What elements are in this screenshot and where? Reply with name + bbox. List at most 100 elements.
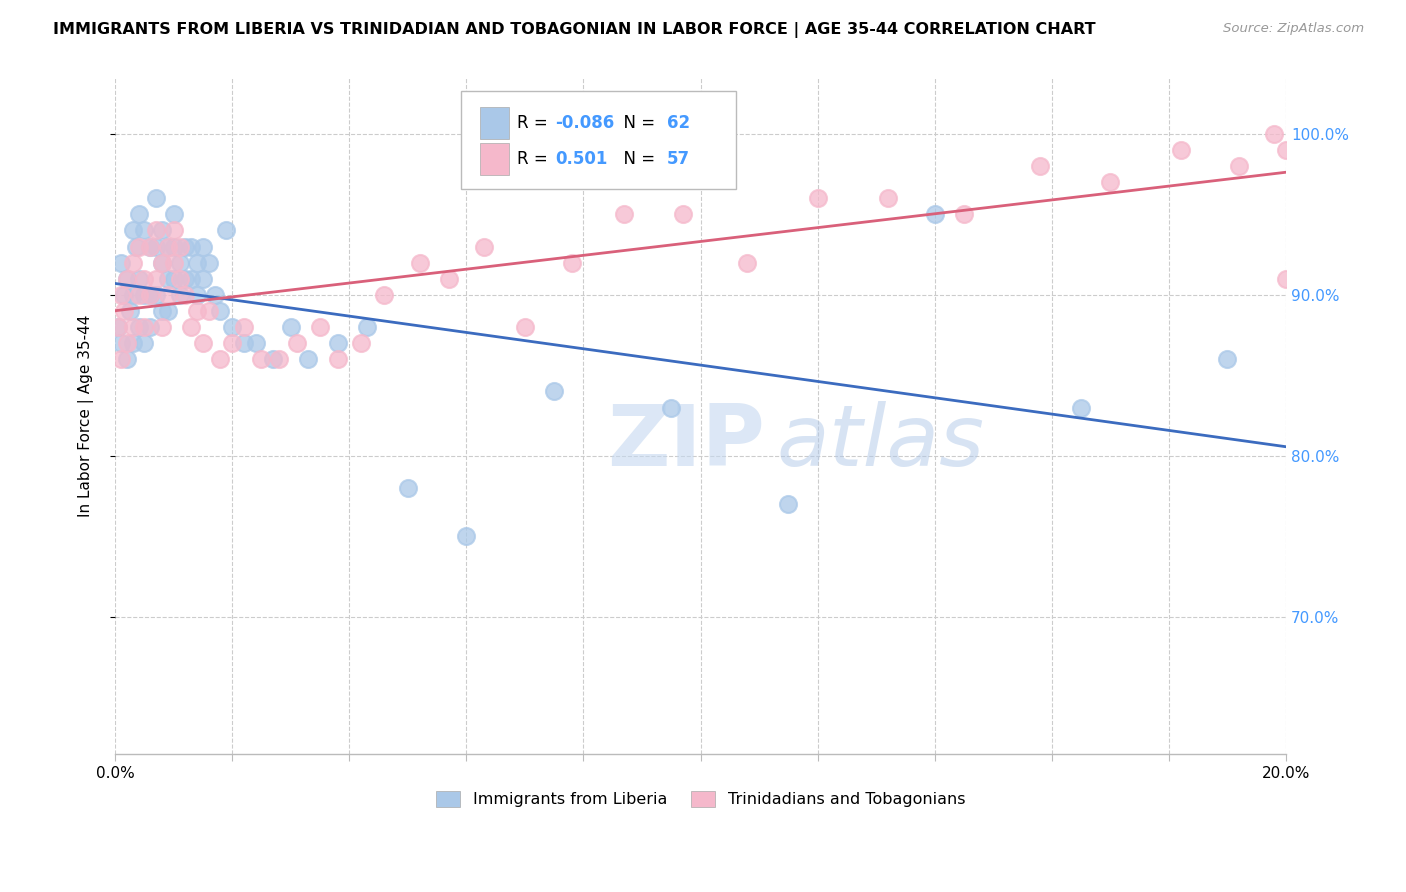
Point (115, 352, 138, 367)
Legend: Immigrants from Liberia, Trinidadians and Tobagonians: Immigrants from Liberia, Trinidadians an… (429, 784, 972, 814)
Point (1275, 272, 1298, 286)
Point (209, 352, 232, 367)
Point (232, 320, 254, 334)
Point (285, 336, 308, 351)
Point (118, 304, 141, 318)
Point (156, 239, 179, 253)
Point (659, 401, 682, 415)
Point (267, 352, 290, 367)
Point (150, 320, 173, 334)
FancyBboxPatch shape (481, 107, 509, 139)
Point (953, 207, 976, 221)
Point (150, 255, 173, 269)
Point (134, 336, 156, 351)
Text: 57: 57 (666, 150, 690, 168)
Point (209, 304, 232, 318)
Point (215, 223, 238, 237)
Point (1227, 159, 1250, 173)
Point (1170, 143, 1192, 157)
Point (110, 336, 132, 351)
Point (1029, 159, 1052, 173)
Text: R =: R = (517, 150, 558, 168)
Point (163, 239, 186, 253)
Point (737, 255, 759, 269)
Point (180, 272, 202, 286)
Point (672, 207, 695, 221)
Point (197, 304, 219, 318)
Text: 62: 62 (666, 114, 690, 132)
Point (613, 207, 636, 221)
Point (1263, 127, 1285, 141)
Point (472, 239, 495, 253)
Text: R =: R = (517, 114, 553, 132)
FancyBboxPatch shape (461, 91, 735, 189)
Point (128, 207, 150, 221)
FancyBboxPatch shape (481, 143, 509, 175)
Point (232, 336, 254, 351)
Point (128, 320, 150, 334)
Point (169, 288, 191, 302)
Point (124, 239, 146, 253)
Point (134, 223, 156, 237)
Point (139, 239, 162, 253)
Point (204, 288, 226, 302)
Point (186, 304, 208, 318)
Point (197, 255, 219, 269)
Point (191, 336, 214, 351)
Point (356, 320, 378, 334)
Point (139, 288, 162, 302)
Point (174, 239, 197, 253)
Point (1070, 401, 1092, 415)
Point (156, 304, 179, 318)
Point (280, 320, 302, 334)
Point (145, 272, 167, 286)
Point (121, 255, 143, 269)
Point (408, 255, 430, 269)
Point (262, 352, 284, 367)
Point (169, 255, 191, 269)
Point (543, 384, 565, 399)
Point (121, 336, 143, 351)
Point (139, 320, 162, 334)
Point (221, 320, 243, 334)
Point (163, 255, 186, 269)
Point (561, 255, 583, 269)
Point (174, 288, 197, 302)
Point (139, 239, 162, 253)
Point (107, 320, 129, 334)
Point (128, 239, 150, 253)
Point (156, 272, 179, 286)
Point (191, 272, 214, 286)
Point (115, 272, 138, 286)
Text: -0.086: -0.086 (555, 114, 614, 132)
Point (807, 191, 830, 205)
Text: IMMIGRANTS FROM LIBERIA VS TRINIDADIAN AND TOBAGONIAN IN LABOR FORCE | AGE 35-44: IMMIGRANTS FROM LIBERIA VS TRINIDADIAN A… (53, 22, 1097, 38)
Point (437, 272, 460, 286)
Point (297, 352, 319, 367)
Point (115, 272, 138, 286)
Point (456, 529, 478, 543)
Point (186, 288, 208, 302)
Point (121, 223, 143, 237)
Point (180, 320, 202, 334)
Point (145, 191, 167, 205)
Point (107, 320, 129, 334)
Point (191, 239, 214, 253)
Point (309, 320, 332, 334)
Point (186, 255, 208, 269)
Point (174, 272, 197, 286)
Text: Source: ZipAtlas.com: Source: ZipAtlas.com (1223, 22, 1364, 36)
Point (163, 272, 186, 286)
Point (163, 207, 186, 221)
Point (1275, 143, 1298, 157)
Point (128, 272, 150, 286)
Text: atlas: atlas (776, 401, 984, 484)
Point (250, 352, 273, 367)
Text: N =: N = (613, 114, 659, 132)
Point (245, 336, 267, 351)
Point (221, 336, 243, 351)
Point (128, 288, 150, 302)
Point (110, 255, 132, 269)
Text: 0.501: 0.501 (555, 150, 607, 168)
Text: ZIP: ZIP (607, 401, 765, 484)
